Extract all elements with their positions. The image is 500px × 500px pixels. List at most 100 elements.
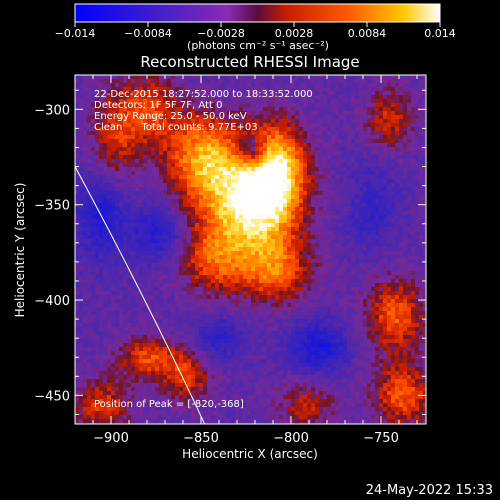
heatmap-pixel <box>295 99 300 104</box>
heatmap-pixel <box>203 155 208 160</box>
heatmap-pixel <box>327 159 332 164</box>
heatmap-pixel <box>227 215 232 220</box>
heatmap-pixel <box>111 87 116 92</box>
heatmap-pixel <box>327 279 332 284</box>
heatmap-pixel <box>203 75 208 80</box>
heatmap-pixel <box>255 287 260 292</box>
heatmap-pixel <box>135 255 140 260</box>
heatmap-pixel <box>259 295 264 300</box>
heatmap-pixel <box>331 275 336 280</box>
heatmap-pixel <box>223 95 228 100</box>
heatmap-pixel <box>407 179 412 184</box>
heatmap-pixel <box>259 79 264 84</box>
heatmap-pixel <box>315 271 320 276</box>
heatmap-pixel <box>215 299 220 304</box>
heatmap-pixel <box>247 83 252 88</box>
heatmap-pixel <box>347 283 352 288</box>
heatmap-pixel <box>343 223 348 228</box>
heatmap-pixel <box>283 187 288 192</box>
heatmap-pixel <box>155 247 160 252</box>
heatmap-pixel <box>419 155 424 160</box>
heatmap-pixel <box>163 243 168 248</box>
heatmap-pixel <box>247 279 252 284</box>
colorbar-tick-label: 0.0084 <box>348 27 387 40</box>
heatmap-pixel <box>83 83 88 88</box>
heatmap-pixel <box>99 151 104 156</box>
heatmap-pixel <box>243 91 248 96</box>
heatmap-pixel <box>271 203 276 208</box>
heatmap-pixel <box>347 279 352 284</box>
heatmap-pixel <box>175 139 180 144</box>
heatmap-pixel <box>143 87 148 92</box>
heatmap-pixel <box>247 175 252 180</box>
heatmap-pixel <box>135 115 140 120</box>
heatmap-pixel <box>235 255 240 260</box>
heatmap-pixel <box>207 271 212 276</box>
heatmap-pixel <box>399 211 404 216</box>
heatmap-pixel <box>387 119 392 124</box>
heatmap-pixel <box>367 115 372 120</box>
heatmap-pixel <box>79 151 84 156</box>
heatmap-pixel <box>99 215 104 220</box>
heatmap-pixel <box>215 75 220 80</box>
heatmap-pixel <box>227 279 232 284</box>
heatmap-pixel <box>359 119 364 124</box>
heatmap-pixel <box>367 183 372 188</box>
heatmap-pixel <box>203 83 208 88</box>
heatmap-pixel <box>331 291 336 296</box>
heatmap-pixel <box>187 163 192 168</box>
heatmap-pixel <box>359 179 364 184</box>
heatmap-pixel <box>207 203 212 208</box>
heatmap-pixel <box>395 111 400 116</box>
heatmap-pixel <box>207 299 212 304</box>
heatmap-pixel <box>287 179 292 184</box>
heatmap-pixel <box>363 147 368 152</box>
heatmap-pixel <box>175 231 180 236</box>
heatmap-pixel <box>183 259 188 264</box>
heatmap-pixel <box>399 79 404 84</box>
heatmap-pixel <box>187 215 192 220</box>
heatmap-pixel <box>311 255 316 260</box>
heatmap-pixel <box>331 175 336 180</box>
heatmap-pixel <box>283 191 288 196</box>
heatmap-pixel <box>271 255 276 260</box>
heatmap-pixel <box>163 183 168 188</box>
heatmap-pixel <box>255 179 260 184</box>
heatmap-pixel <box>379 91 384 96</box>
heatmap-pixel <box>111 123 116 128</box>
heatmap-pixel <box>143 283 148 288</box>
heatmap-pixel <box>319 167 324 172</box>
heatmap-pixel <box>147 171 152 176</box>
heatmap-pixel <box>75 135 80 140</box>
heatmap-pixel <box>83 191 88 196</box>
heatmap-pixel <box>375 239 380 244</box>
heatmap-pixel <box>395 151 400 156</box>
heatmap-pixel <box>323 139 328 144</box>
heatmap-pixel <box>339 251 344 256</box>
heatmap-pixel <box>239 231 244 236</box>
heatmap-pixel <box>423 163 426 168</box>
heatmap-pixel <box>387 75 392 80</box>
heatmap-pixel <box>259 115 264 120</box>
heatmap-pixel <box>383 239 388 244</box>
heatmap-pixel <box>375 219 380 224</box>
heatmap-pixel <box>251 99 256 104</box>
heatmap-pixel <box>119 119 124 124</box>
heatmap-pixel <box>307 171 312 176</box>
heatmap-pixel <box>299 239 304 244</box>
heatmap-pixel <box>183 215 188 220</box>
heatmap-pixel <box>111 247 116 252</box>
heatmap-pixel <box>399 167 404 172</box>
heatmap-pixel <box>279 167 284 172</box>
heatmap-pixel <box>123 299 128 304</box>
heatmap-pixel <box>235 271 240 276</box>
heatmap-pixel <box>251 159 256 164</box>
heatmap-pixel <box>259 235 264 240</box>
heatmap-pixel <box>227 211 232 216</box>
heatmap-pixel <box>355 187 360 192</box>
heatmap-pixel <box>243 175 248 180</box>
heatmap-pixel <box>99 175 104 180</box>
heatmap-pixel <box>95 251 100 256</box>
heatmap-pixel <box>259 195 264 200</box>
heatmap-pixel <box>195 279 200 284</box>
